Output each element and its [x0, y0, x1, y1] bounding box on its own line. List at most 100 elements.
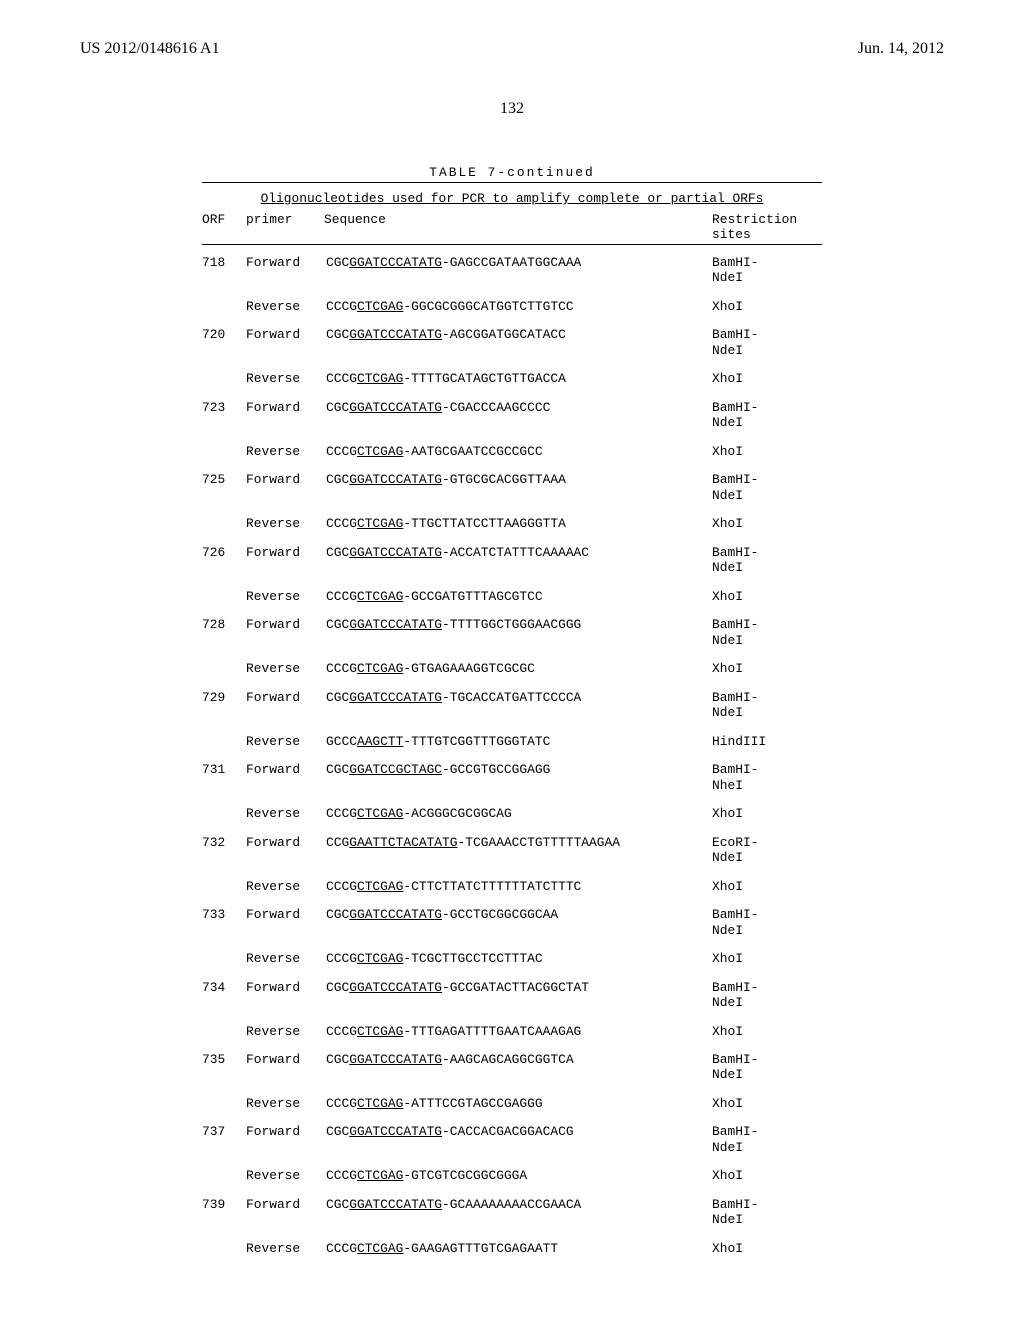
- column-headers: ORF primer Sequence Restriction sites: [202, 212, 822, 242]
- cell-sequence: CCCGCTCGAG-TTGCTTATCCTTAAGGGTTA: [326, 516, 712, 531]
- cell-sites: BamHI- NdeI: [712, 1197, 822, 1228]
- cell-primer: Reverse: [246, 734, 326, 749]
- cell-orf: 735: [202, 1052, 246, 1067]
- cell-orf: 725: [202, 472, 246, 487]
- table-row: 725ForwardCGCGGATCCCATATG-GTGCGCACGGTTAA…: [202, 472, 822, 503]
- cell-primer: Forward: [246, 980, 326, 995]
- cell-sequence: CGCGGATCCCATATG-ACCATCTATTTCAAAAAC: [326, 545, 712, 560]
- cell-sequence: CGCGGATCCCATATG-GCCGATACTTACGGCTAT: [326, 980, 712, 995]
- cell-sequence: CGCGGATCCGCTAGC-GCCGTGCCGGAGG: [326, 762, 712, 777]
- table-row: 739ForwardCGCGGATCCCATATG-GCAAAAAAAACCGA…: [202, 1197, 822, 1228]
- cell-primer: Forward: [246, 255, 326, 270]
- table-row: 723ForwardCGCGGATCCCATATG-CGACCCAAGCCCCB…: [202, 400, 822, 431]
- cell-sequence: CGCGGATCCCATATG-CACCACGACGGACACG: [326, 1124, 712, 1139]
- cell-sites: EcoRI- NdeI: [712, 835, 822, 866]
- cell-primer: Reverse: [246, 444, 326, 459]
- table-row: 729ForwardCGCGGATCCCATATG-TGCACCATGATTCC…: [202, 690, 822, 721]
- cell-primer: Forward: [246, 472, 326, 487]
- cell-primer: Reverse: [246, 371, 326, 386]
- table-row: 726ForwardCGCGGATCCCATATG-ACCATCTATTTCAA…: [202, 545, 822, 576]
- cell-orf: 739: [202, 1197, 246, 1212]
- cell-primer: Forward: [246, 327, 326, 342]
- table-row: ReverseGCCCAAGCTT-TTTGTCGGTTTGGGTATCHind…: [202, 734, 822, 749]
- cell-sequence: CGCGGATCCCATATG-AAGCAGCAGGCGGTCA: [326, 1052, 712, 1067]
- table-row: ReverseCCCGCTCGAG-TTGCTTATCCTTAAGGGTTAXh…: [202, 516, 822, 531]
- cell-sequence: CCCGCTCGAG-TCGCTTGCCTCCTTTAC: [326, 951, 712, 966]
- cell-sites: BamHI- NdeI: [712, 400, 822, 431]
- cell-primer: Reverse: [246, 806, 326, 821]
- cell-orf: 733: [202, 907, 246, 922]
- col-header-orf: ORF: [202, 212, 246, 242]
- cell-orf: 731: [202, 762, 246, 777]
- cell-primer: Reverse: [246, 1168, 326, 1183]
- cell-orf: 723: [202, 400, 246, 415]
- cell-sequence: GCCCAAGCTT-TTTGTCGGTTTGGGTATC: [326, 734, 712, 749]
- cell-sites: XhoI: [712, 1096, 822, 1111]
- cell-sites: BamHI- NdeI: [712, 472, 822, 503]
- table-row: 731ForwardCGCGGATCCGCTAGC-GCCGTGCCGGAGGB…: [202, 762, 822, 793]
- cell-sequence: CGCGGATCCCATATG-GCAAAAAAAACCGAACA: [326, 1197, 712, 1212]
- cell-primer: Reverse: [246, 879, 326, 894]
- cell-sequence: CCCGCTCGAG-TTTTGCATAGCTGTTGACCA: [326, 371, 712, 386]
- table-row: ReverseCCCGCTCGAG-GTGAGAAAGGTCGCGCXhoI: [202, 661, 822, 676]
- cell-sites: XhoI: [712, 1168, 822, 1183]
- cell-sites: BamHI- NdeI: [712, 690, 822, 721]
- table-row: ReverseCCCGCTCGAG-ACGGGCGCGGCAGXhoI: [202, 806, 822, 821]
- cell-primer: Forward: [246, 1124, 326, 1139]
- cell-sites: XhoI: [712, 516, 822, 531]
- cell-primer: Forward: [246, 1052, 326, 1067]
- table-caption: TABLE 7-continued: [202, 165, 822, 180]
- publication-date: Jun. 14, 2012: [858, 40, 944, 58]
- cell-primer: Forward: [246, 617, 326, 632]
- cell-sequence: CGCGGATCCCATATG-TTTTGGCTGGGAACGGG: [326, 617, 712, 632]
- cell-primer: Reverse: [246, 1024, 326, 1039]
- cell-sites: XhoI: [712, 1241, 822, 1256]
- cell-sites: XhoI: [712, 444, 822, 459]
- cell-sites: XhoI: [712, 661, 822, 676]
- col-header-primer: primer: [246, 212, 324, 242]
- table-row: 732ForwardCCGGAATTCTACATATG-TCGAAACCTGTT…: [202, 835, 822, 866]
- cell-orf: 729: [202, 690, 246, 705]
- cell-orf: 720: [202, 327, 246, 342]
- cell-sequence: CCCGCTCGAG-ACGGGCGCGGCAG: [326, 806, 712, 821]
- cell-sequence: CCCGCTCGAG-GTGAGAAAGGTCGCGC: [326, 661, 712, 676]
- cell-primer: Forward: [246, 690, 326, 705]
- page-number: 132: [500, 100, 524, 118]
- cell-primer: Reverse: [246, 516, 326, 531]
- table-row: 735ForwardCGCGGATCCCATATG-AAGCAGCAGGCGGT…: [202, 1052, 822, 1083]
- table-row: 720ForwardCGCGGATCCCATATG-AGCGGATGGCATAC…: [202, 327, 822, 358]
- cell-primer: Reverse: [246, 589, 326, 604]
- cell-sites: BamHI- NdeI: [712, 545, 822, 576]
- cell-orf: 737: [202, 1124, 246, 1139]
- cell-primer: Forward: [246, 1197, 326, 1212]
- cell-sites: XhoI: [712, 951, 822, 966]
- table-row: ReverseCCCGCTCGAG-ATTTCCGTAGCCGAGGGXhoI: [202, 1096, 822, 1111]
- cell-sites: BamHI- NdeI: [712, 617, 822, 648]
- cell-sequence: CCCGCTCGAG-GAAGAGTTTGTCGAGAATT: [326, 1241, 712, 1256]
- cell-sequence: CGCGGATCCCATATG-GAGCCGATAATGGCAAA: [326, 255, 712, 270]
- table-row: 734ForwardCGCGGATCCCATATG-GCCGATACTTACGG…: [202, 980, 822, 1011]
- table-row: ReverseCCCGCTCGAG-TCGCTTGCCTCCTTTACXhoI: [202, 951, 822, 966]
- cell-sites: BamHI- NdeI: [712, 327, 822, 358]
- cell-orf: 728: [202, 617, 246, 632]
- cell-sequence: CGCGGATCCCATATG-CGACCCAAGCCCC: [326, 400, 712, 415]
- cell-primer: Reverse: [246, 1096, 326, 1111]
- col-header-sites: Restriction sites: [712, 212, 822, 242]
- cell-sites: HindIII: [712, 734, 822, 749]
- rule-header: [202, 244, 822, 245]
- table-row: ReverseCCCGCTCGAG-AATGCGAATCCGCCGCCXhoI: [202, 444, 822, 459]
- cell-sequence: CGCGGATCCCATATG-TGCACCATGATTCCCCA: [326, 690, 712, 705]
- table-row: ReverseCCCGCTCGAG-GTCGTCGCGGCGGGAXhoI: [202, 1168, 822, 1183]
- table-row: 718ForwardCGCGGATCCCATATG-GAGCCGATAATGGC…: [202, 255, 822, 286]
- cell-primer: Reverse: [246, 299, 326, 314]
- table-row: ReverseCCCGCTCGAG-GGCGCGGGCATGGTCTTGTCCX…: [202, 299, 822, 314]
- cell-sites: BamHI- NdeI: [712, 907, 822, 938]
- cell-orf: 732: [202, 835, 246, 850]
- publication-number: US 2012/0148616 A1: [80, 40, 220, 58]
- table-subcaption: Oligonucleotides used for PCR to amplify…: [202, 191, 822, 206]
- table-row: ReverseCCCGCTCGAG-CTTCTTATCTTTTTTATCTTTC…: [202, 879, 822, 894]
- cell-primer: Reverse: [246, 661, 326, 676]
- table-7-continued: TABLE 7-continued Oligonucleotides used …: [202, 165, 822, 1264]
- cell-sites: XhoI: [712, 1024, 822, 1039]
- cell-primer: Forward: [246, 907, 326, 922]
